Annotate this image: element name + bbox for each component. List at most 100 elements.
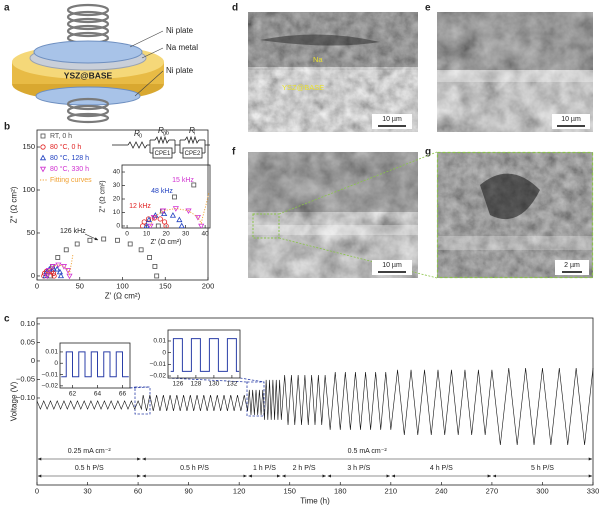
y-tick-label: 0 bbox=[31, 271, 35, 280]
annotation: 0.25 mA cm⁻² bbox=[68, 448, 112, 455]
data-point bbox=[49, 264, 56, 270]
schematic-label: Ni plate bbox=[166, 26, 194, 35]
inset-data bbox=[140, 182, 210, 228]
legend-marker bbox=[40, 133, 46, 139]
annotation: 0.5 mA cm⁻² bbox=[348, 448, 388, 455]
x-tick-label: 180 bbox=[334, 487, 347, 496]
y-tick-label: 10 bbox=[113, 209, 121, 216]
x-tick-label: 0 bbox=[35, 282, 39, 291]
legend-label: 80 °C, 330 h bbox=[50, 165, 89, 173]
legend-label: 80 °C, 128 h bbox=[50, 154, 89, 162]
data-point bbox=[45, 268, 52, 274]
annotation: 4 h P/S bbox=[430, 465, 453, 472]
annotation: 2 h P/S bbox=[293, 465, 316, 472]
scale-bar-label: 2 µm bbox=[564, 262, 580, 269]
data-point bbox=[194, 215, 201, 221]
y-tick-label: 0 bbox=[162, 349, 166, 356]
data-point bbox=[55, 255, 61, 260]
annotation: 48 kHz bbox=[151, 188, 173, 195]
data-point bbox=[101, 236, 107, 242]
y-tick-label: 0.10 bbox=[20, 319, 35, 328]
annotation: 15 kHz bbox=[172, 177, 194, 184]
data-point bbox=[115, 237, 120, 243]
legend-marker bbox=[40, 144, 46, 150]
data-point bbox=[60, 264, 68, 270]
y-tick-label: −0.02 bbox=[150, 373, 167, 380]
data-point bbox=[50, 270, 57, 276]
spring-top bbox=[66, 3, 110, 45]
leader-lines bbox=[129, 30, 164, 97]
data-point bbox=[141, 219, 147, 225]
data-point bbox=[150, 215, 157, 221]
y-tick-label: −0.01 bbox=[150, 361, 167, 368]
data-point bbox=[155, 223, 161, 228]
chart-4: 126 128 130 132 0.01 0 −0.01 −0.02 bbox=[150, 329, 241, 388]
schematic-label: Na metal bbox=[166, 43, 198, 52]
legend-label: Fitting curves bbox=[50, 177, 92, 184]
circuit-label: CPE2 bbox=[185, 151, 201, 157]
y-tick-label: −0.01 bbox=[42, 371, 59, 378]
circuit bbox=[112, 135, 210, 159]
data-point bbox=[51, 273, 57, 279]
x-tick-label: 300 bbox=[536, 487, 549, 496]
data-point bbox=[157, 216, 163, 222]
y-tick-label: 0 bbox=[116, 223, 120, 230]
x-tick-label: 100 bbox=[116, 282, 129, 291]
annotation: 5 h P/S bbox=[531, 465, 554, 472]
data-point bbox=[152, 264, 158, 269]
data-point bbox=[163, 223, 169, 228]
x-tick-label: 128 bbox=[190, 381, 201, 388]
x-tick-label: 64 bbox=[94, 391, 102, 398]
panel-label: a bbox=[4, 3, 10, 14]
data-point bbox=[143, 222, 150, 228]
circuit-label: i bbox=[194, 130, 195, 136]
x-tick-label: 0 bbox=[125, 231, 129, 238]
annotation: 12 kHz bbox=[129, 203, 151, 210]
x-tick-label: 120 bbox=[233, 487, 246, 496]
x-axis-label: Z′ (Ω cm²) bbox=[105, 292, 141, 301]
data-point bbox=[56, 268, 63, 275]
x-tick-label: 62 bbox=[69, 391, 77, 398]
circuit-label: R bbox=[158, 126, 164, 135]
spring-bottom bbox=[66, 97, 110, 124]
x-tick-label: 132 bbox=[226, 381, 237, 388]
annotation: 1 h P/S bbox=[253, 465, 276, 472]
axes-frame bbox=[36, 129, 209, 281]
scale-bar-label: 10 µm bbox=[382, 262, 402, 269]
data-point bbox=[154, 273, 160, 279]
legend-label: RT, 0 h bbox=[50, 133, 72, 140]
x-tick-label: 270 bbox=[486, 487, 499, 496]
ni-plate-bottom bbox=[35, 86, 141, 106]
x-tick-label: 10 bbox=[143, 231, 151, 238]
fitting-curve bbox=[46, 254, 74, 277]
x-tick-label: 210 bbox=[385, 487, 398, 496]
y-tick-label: 0 bbox=[54, 360, 58, 367]
y-tick-label: 0.01 bbox=[45, 349, 58, 356]
x-tick-label: 40 bbox=[202, 231, 210, 238]
data-line bbox=[61, 351, 129, 378]
axes-frame bbox=[167, 329, 241, 379]
y-axis-label: Z″ (Ω cm²) bbox=[99, 180, 106, 212]
chart-1: 0 10 20 30 40 0 10 20 30 40 Z′ (Ω cm²) Z″ (Ω cm²) 15… bbox=[99, 164, 211, 246]
panel-label: f bbox=[232, 147, 236, 158]
annotation: 0.5 h P/S bbox=[180, 465, 209, 472]
data-point bbox=[185, 208, 192, 215]
data-point bbox=[64, 268, 72, 274]
micrograph-label: YSZ@BASE bbox=[282, 83, 324, 92]
x-tick-label: 30 bbox=[182, 231, 190, 238]
data-point bbox=[172, 194, 177, 200]
data-point bbox=[191, 182, 197, 188]
x-axis-label: Time (h) bbox=[300, 497, 330, 506]
y-tick-label: −0.02 bbox=[42, 383, 59, 390]
x-tick-label: 130 bbox=[208, 381, 219, 388]
panel-label: e bbox=[425, 3, 431, 14]
data-point bbox=[145, 216, 152, 222]
x-tick-label: 200 bbox=[202, 282, 215, 291]
legend-label: 80 °C, 0 h bbox=[50, 143, 81, 151]
y-tick-label: 150 bbox=[22, 142, 35, 151]
x-tick-label: 150 bbox=[283, 487, 296, 496]
y-tick-label: 100 bbox=[22, 185, 35, 194]
x-tick-label: 20 bbox=[162, 231, 170, 238]
x-tick-label: 0 bbox=[35, 487, 39, 496]
x-tick-label: 50 bbox=[76, 282, 84, 291]
